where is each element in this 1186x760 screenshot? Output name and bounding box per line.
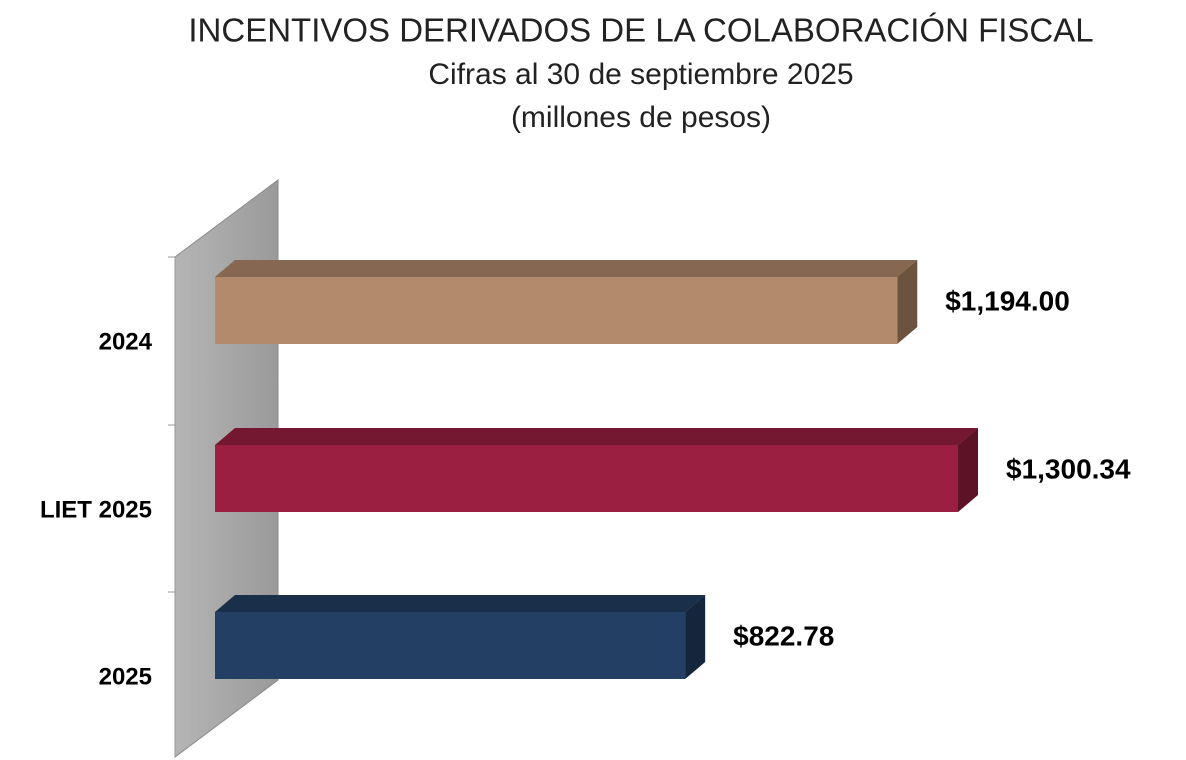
bar-shade: [897, 260, 918, 344]
value-label: $822.78: [733, 620, 834, 651]
y-tick-label: 2024: [99, 328, 153, 355]
value-label: $1,194.00: [945, 285, 1070, 316]
bar-shade: [958, 428, 978, 512]
bar-top: [215, 428, 978, 445]
bar-shade: [215, 595, 706, 612]
bar-side: [685, 595, 706, 679]
chart-subtitle: (millones de pesos): [511, 101, 771, 134]
y-tick-label: 2025: [99, 663, 152, 690]
bar-shade: [685, 595, 706, 679]
bar-side: [958, 428, 978, 512]
y-tick-label: LIET 2025: [40, 496, 152, 523]
bar-top: [215, 260, 918, 277]
bar-top: [215, 595, 706, 612]
bar-side: [897, 260, 918, 344]
chart-subtitle: Cifras al 30 de septiembre 2025: [428, 58, 853, 91]
bar: [215, 612, 686, 679]
bar: [215, 277, 898, 344]
bar: [215, 445, 958, 512]
chart-title: INCENTIVOS DERIVADOS DE LA COLABORACIÓN …: [188, 12, 1093, 49]
bar-shade: [215, 428, 978, 445]
value-label: $1,300.34: [1006, 453, 1131, 484]
bar-shade: [215, 260, 918, 277]
